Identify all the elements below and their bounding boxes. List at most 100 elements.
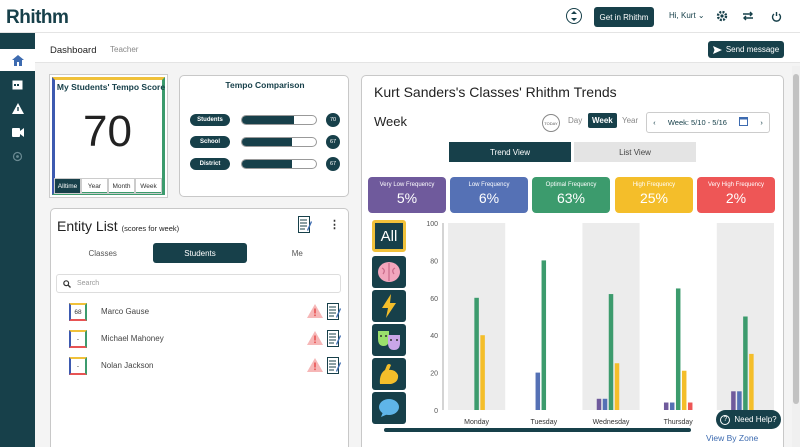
teacher-role-label[interactable]: Teacher (110, 45, 139, 54)
frequency-very-high[interactable]: Very High Frequency 2% (697, 177, 775, 213)
entity-list-subtitle: (scores for week) (121, 224, 180, 233)
frequency-value: 6% (478, 190, 500, 206)
tab-week[interactable]: Week (135, 178, 162, 194)
notes-icon[interactable] (327, 357, 341, 379)
sidebar-item-alerts[interactable] (0, 97, 35, 119)
top-bar: Rhithm Get in Rhithm Hi, Kurt ⌄ (0, 0, 800, 33)
search-placeholder: Search (77, 280, 100, 287)
today-icon[interactable]: TODAY (542, 114, 560, 132)
frequency-label: Low Frequency (468, 182, 510, 188)
period-year[interactable]: Year (622, 116, 639, 125)
frequency-value: 5% (396, 190, 418, 206)
student-score-badge: - (69, 357, 87, 375)
period-day[interactable]: Day (568, 116, 583, 125)
comparison-bar (241, 137, 317, 147)
y-tick-label: 40 (430, 333, 438, 340)
settings-icon[interactable] (714, 8, 730, 24)
chart-bar (731, 391, 736, 410)
dashboard-tab[interactable]: Dashboard (50, 45, 97, 56)
comparison-label: Students (190, 114, 230, 126)
home-icon (11, 54, 24, 66)
frequency-optimal[interactable]: Optimal Frequency 63% (532, 177, 610, 213)
frequency-very-low[interactable]: Very Low Frequency 5% (368, 177, 446, 213)
rhithm-trends-card: Kurt Sanders's Classes' Rhithm Trends We… (361, 75, 784, 447)
muscle-arm-icon[interactable] (372, 358, 406, 390)
warning-icon[interactable] (307, 304, 323, 323)
period-week[interactable]: Week (588, 113, 617, 128)
tab-alltime[interactable]: Alltime (54, 178, 81, 194)
warning-icon[interactable] (307, 331, 323, 350)
y-tick-label: 60 (430, 296, 438, 303)
power-icon[interactable] (768, 8, 784, 24)
tab-students[interactable]: Students (153, 243, 247, 263)
chart-bar (669, 402, 675, 410)
chart-bar (474, 297, 479, 410)
user-menu[interactable]: Hi, Kurt ⌄ (669, 11, 705, 20)
week-navigator: ‹ Week: 5/10 - 5/16 › (646, 112, 770, 133)
view-by-zone-link[interactable]: View By Zone (706, 433, 759, 443)
comparison-bar (241, 115, 317, 125)
list-item[interactable]: 68 Marco Gause (69, 303, 341, 321)
chevron-down-icon: ⌄ (697, 11, 705, 20)
notes-icon[interactable] (327, 303, 341, 325)
sidebar-item-video[interactable] (0, 121, 35, 143)
user-greeting: Hi, Kurt (669, 11, 696, 20)
list-item[interactable]: - Michael Mahoney (69, 330, 341, 348)
tempo-score-card: My Students' Tempo Score 70 Alltime Year… (50, 75, 167, 197)
y-tick-label: 100 (426, 221, 438, 228)
chevron-right-icon[interactable]: › (760, 118, 763, 127)
speech-bubble-icon[interactable] (372, 392, 406, 424)
entity-list-card: Entity List (scores for week) ⋮ Classes … (50, 208, 349, 447)
sidebar-item-settings[interactable] (0, 145, 35, 167)
frequency-label: Optimal Frequency (545, 182, 597, 188)
tab-me[interactable]: Me (291, 248, 303, 258)
frequency-high[interactable]: High Frequency 25% (615, 177, 693, 213)
chart-bar (749, 353, 754, 410)
tab-month[interactable]: Month (108, 178, 135, 194)
tempo-comparison-title: Tempo Comparison (225, 80, 305, 90)
brain-icon[interactable] (372, 256, 406, 288)
emotion-filter-all[interactable]: All (372, 220, 406, 252)
y-tick-label: 80 (430, 258, 438, 265)
chart-bar (681, 370, 687, 410)
tab-classes[interactable]: Classes (88, 248, 117, 258)
get-in-rhithm-button[interactable]: Get in Rhithm (594, 7, 654, 27)
chart-horizontal-scrollbar[interactable] (384, 428, 691, 432)
y-tick-label: 0 (434, 408, 438, 415)
need-help-label: Need Help? (734, 415, 777, 424)
frequency-low[interactable]: Low Frequency 6% (450, 177, 528, 213)
trends-title: Kurt Sanders's Classes' Rhithm Trends (374, 84, 617, 100)
search-input[interactable]: Search (56, 274, 341, 293)
notes-icon[interactable] (327, 330, 341, 352)
list-view-button[interactable]: List View (574, 142, 696, 162)
swap-arrows-icon[interactable] (740, 8, 756, 24)
frequency-value: 2% (725, 190, 747, 206)
tab-year[interactable]: Year (81, 178, 108, 194)
trend-view-button[interactable]: Trend View (449, 142, 571, 162)
warning-icon (11, 102, 24, 114)
notes-icon[interactable] (298, 216, 312, 238)
frequency-label: High Frequency (632, 182, 676, 188)
video-camera-icon (11, 127, 24, 137)
chevron-left-icon[interactable]: ‹ (653, 118, 656, 127)
warning-icon[interactable] (307, 358, 323, 377)
more-options-icon[interactable]: ⋮ (329, 219, 340, 231)
list-item[interactable]: - Nolan Jackson (69, 357, 341, 375)
theater-masks-icon[interactable] (372, 324, 406, 356)
sidebar-item-calendar[interactable] (0, 73, 35, 95)
lightning-icon[interactable] (372, 290, 406, 322)
rhithm-logo[interactable]: Rhithm (6, 7, 69, 28)
chart-bar (743, 316, 748, 410)
chart-bar (675, 288, 681, 410)
calendar-icon[interactable] (739, 117, 749, 128)
comparison-row-school: School 67 (190, 135, 342, 149)
send-message-label: Send message (725, 45, 780, 54)
trends-period-title: Week (374, 114, 407, 129)
chart-bar (608, 294, 614, 410)
send-message-button[interactable]: Send message (708, 41, 784, 58)
need-help-button[interactable]: ? Need Help? (716, 410, 781, 429)
switch-icon[interactable] (566, 8, 582, 24)
page-scrollbar[interactable] (792, 66, 800, 447)
frequency-label: Very High Frequency (707, 182, 765, 188)
sidebar-item-home[interactable] (0, 49, 35, 71)
